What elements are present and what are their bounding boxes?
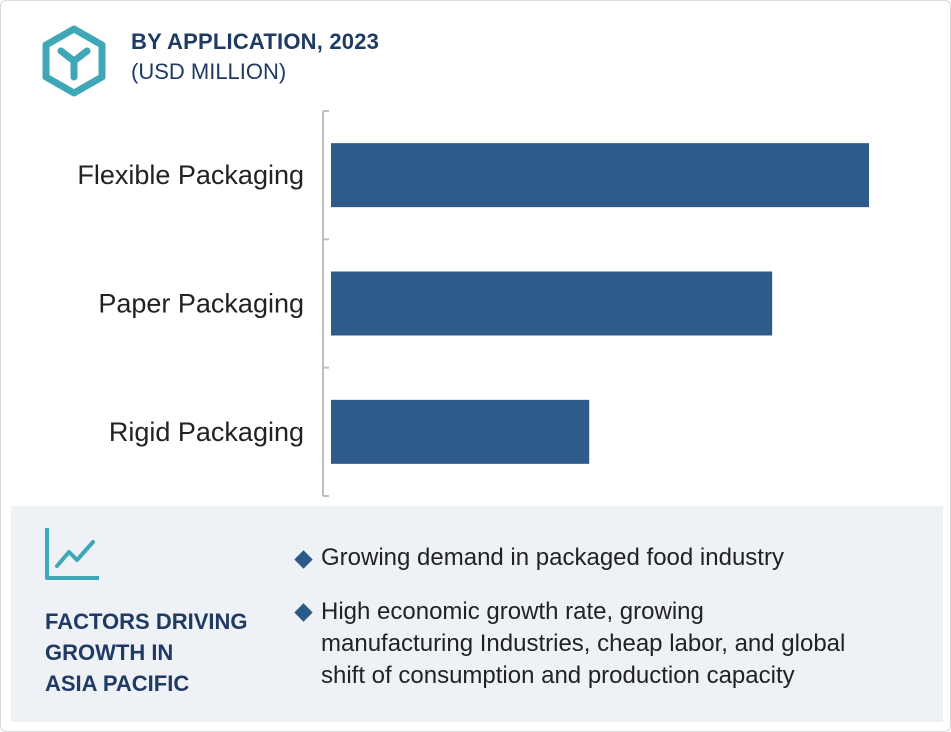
bullet-diamond-icon [294, 550, 313, 569]
factors-panel: FACTORS DRIVING GROWTH IN ASIA PACIFIC G… [11, 506, 943, 722]
factors-title: FACTORS DRIVING GROWTH IN ASIA PACIFIC [45, 606, 275, 699]
bar-flexible-packaging [331, 143, 869, 208]
factors-title-line: ASIA PACIFIC [45, 671, 190, 696]
category-label: Rigid Packaging [109, 417, 304, 447]
factors-title-line: FACTORS DRIVING [45, 609, 248, 634]
bar-rigid-packaging [331, 399, 590, 464]
chart-title: BY APPLICATION, 2023 [131, 29, 380, 54]
factors-title-line: GROWTH IN [45, 640, 174, 665]
trend-chart-icon [45, 528, 99, 580]
factor-text: Growing demand in packaged food industry [321, 544, 784, 571]
factor-item: High economic growth rate, growing manuf… [321, 596, 921, 692]
factor-text: High economic growth rate, growing [321, 598, 704, 625]
factor-text: manufacturing Industries, cheap labor, a… [321, 630, 846, 657]
bullet-diamond-icon [294, 603, 313, 622]
category-label: Flexible Packaging [77, 160, 304, 190]
chart-subtitle: (USD MILLION) [131, 59, 287, 84]
factor-item: Growing demand in packaged food industry [321, 542, 921, 574]
cube-y-icon [42, 25, 106, 97]
bar-paper-packaging [331, 271, 773, 336]
bar-chart: Flexible Packaging Paper Packaging Rigid P… [77, 110, 869, 497]
category-label: Paper Packaging [98, 289, 304, 319]
factor-text: shift of consumption and production capa… [321, 662, 795, 689]
